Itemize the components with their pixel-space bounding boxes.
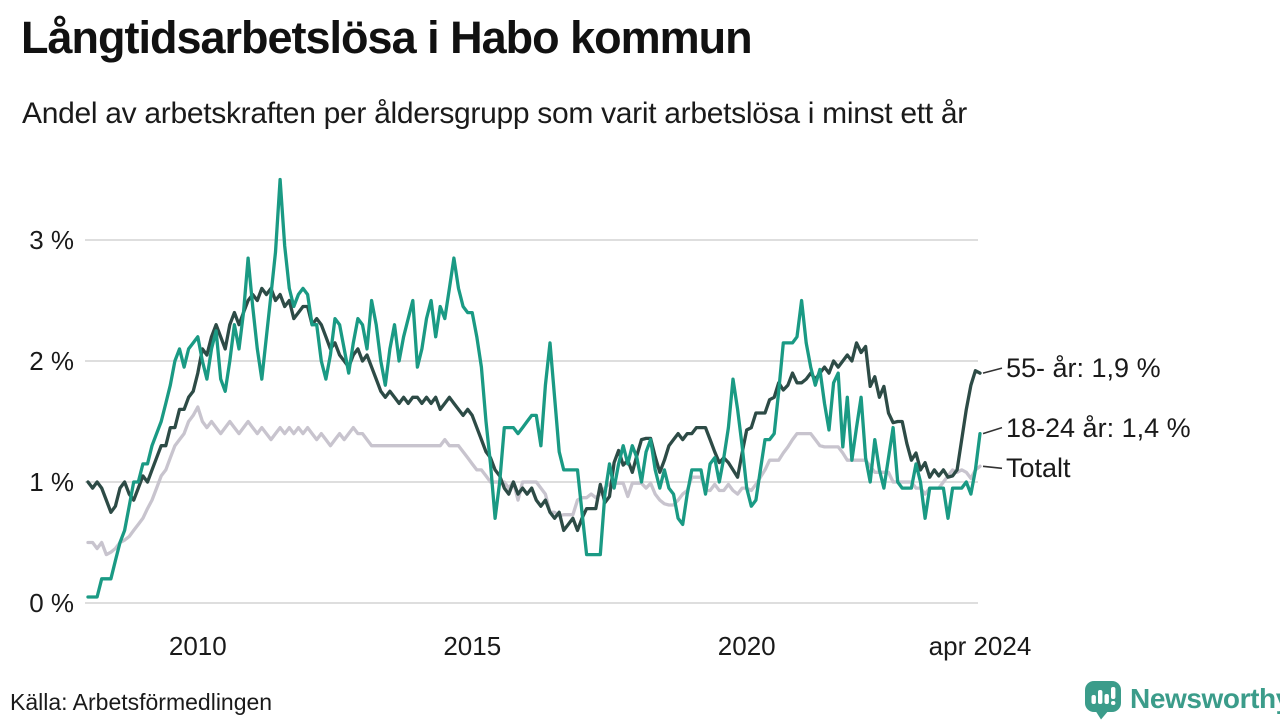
series-end-label-18-24: 18-24 år: 1,4 % bbox=[1006, 412, 1191, 443]
series-line-55- år bbox=[86, 286, 982, 533]
end-label-connector bbox=[982, 465, 1003, 470]
x-axis-tick-label: 2015 bbox=[443, 631, 502, 661]
source-note: Källa: Arbetsförmedlingen bbox=[10, 689, 273, 715]
y-axis-tick-label: 3 % bbox=[29, 225, 74, 255]
series-end-label-totalt: Totalt bbox=[1006, 453, 1071, 484]
y-axis-tick-label: 1 % bbox=[29, 467, 74, 497]
series-end-label-55: 55- år: 1,9 % bbox=[1006, 353, 1161, 384]
chart-subtitle: Andel av arbetskraften per åldersgrupp s… bbox=[22, 97, 967, 130]
newsworthy-wordmark: Newsworthy bbox=[1130, 683, 1280, 714]
y-axis-tick-label: 0 % bbox=[29, 588, 74, 618]
series-line-Totalt bbox=[86, 405, 982, 557]
newsworthy-logo: Newsworthy bbox=[1084, 680, 1280, 720]
x-axis-tick-label: apr 2024 bbox=[928, 631, 1032, 661]
chart-title: Långtidsarbetslösa i Habo kommun bbox=[21, 12, 753, 63]
end-label-connector bbox=[982, 426, 1003, 435]
y-axis-tick-label: 2 % bbox=[29, 346, 74, 376]
end-label-connector bbox=[982, 367, 1003, 374]
newsworthy-pin-icon bbox=[1085, 681, 1121, 720]
x-axis-tick-label: 2010 bbox=[168, 631, 227, 661]
series-line-18-24 år bbox=[86, 177, 982, 599]
x-axis-tick-label: 2020 bbox=[717, 631, 776, 661]
